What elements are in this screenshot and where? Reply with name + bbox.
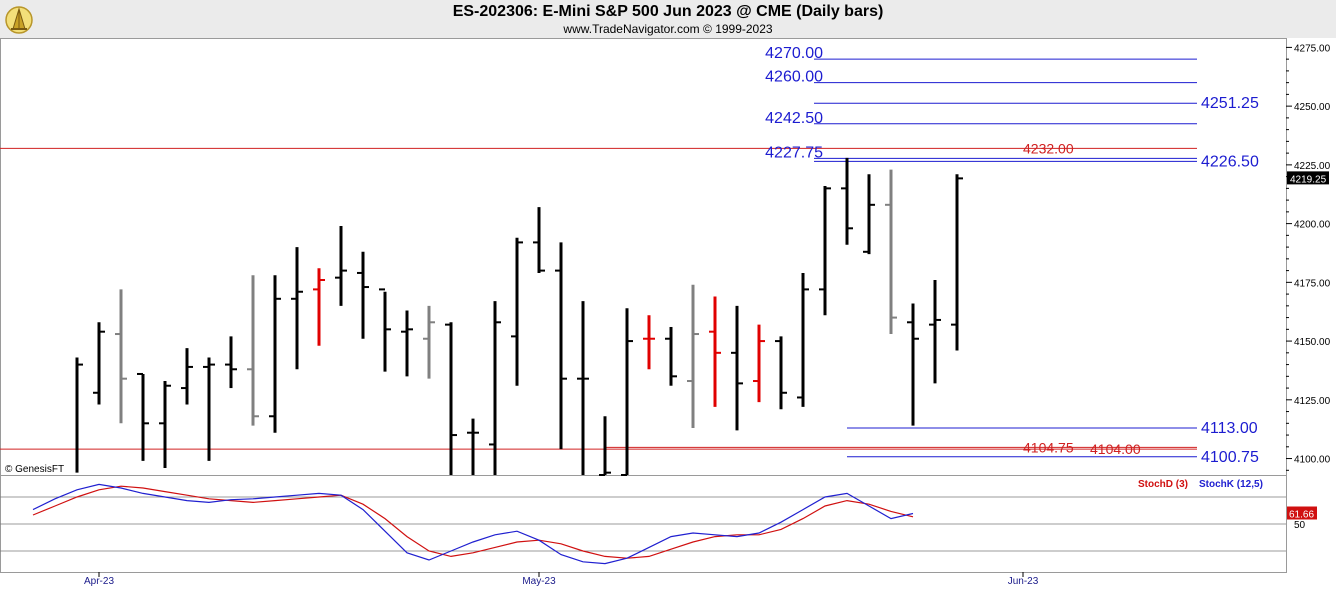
stoch-last-box xyxy=(1287,506,1317,520)
level-label: 4242.50 xyxy=(765,110,823,127)
stochd-line xyxy=(32,485,914,559)
level-label: 4104.00 xyxy=(1090,441,1141,457)
x-tick-label: May-23 xyxy=(522,576,556,587)
last-price-label: 4219.25 xyxy=(1290,174,1327,185)
level-label: 4104.75 xyxy=(1023,439,1074,455)
trade-navigator-logo-icon xyxy=(3,3,35,35)
y-axis-area xyxy=(1287,38,1336,573)
chart-subtitle: www.TradeNavigator.com © 1999-2023 xyxy=(563,22,773,36)
chart-axes: 4275.00 4250.00 4225.00 4200.00 4175.00 4150.… xyxy=(0,38,1336,587)
y-tick-label: 4100.00 xyxy=(1294,455,1331,466)
chart-header: ES-202306: E-Mini S&P 500 Jun 2023 @ CME… xyxy=(0,0,1336,38)
level-label: 4270.00 xyxy=(765,45,823,62)
level-label: 4100.75 xyxy=(1201,449,1259,466)
y-tick-label: 4250.00 xyxy=(1294,102,1331,113)
stoch-last-label: 61.66 xyxy=(1289,510,1314,521)
genesis-watermark: © GenesisFT xyxy=(5,464,64,475)
stochastic-panel: 50 StochD (3) StochK (12,5) 61.66 xyxy=(0,479,1317,565)
stochd-legend: StochD (3) xyxy=(1138,479,1188,490)
y-tick-label: 4175.00 xyxy=(1294,278,1331,289)
plot-frame xyxy=(0,38,1287,573)
y-tick-label: 4225.00 xyxy=(1294,161,1331,172)
y-tick-label: 4200.00 xyxy=(1294,220,1331,231)
stoch-y-tick-label: 50 xyxy=(1294,520,1306,531)
stochk-legend: StochK (12,5) xyxy=(1199,479,1263,490)
level-label: 4260.00 xyxy=(765,69,823,86)
level-label: 4226.50 xyxy=(1201,153,1259,170)
y-tick-label: 4275.00 xyxy=(1294,43,1331,54)
level-label: 4227.75 xyxy=(765,144,823,161)
x-tick-label: Apr-23 xyxy=(84,576,114,587)
price-bars xyxy=(75,157,963,476)
y-tick-label: 4125.00 xyxy=(1294,396,1331,407)
stochk-line xyxy=(32,483,914,565)
last-price-box xyxy=(1287,171,1329,185)
price-levels: 4270.00 4260.00 4251.25 4242.50 4232.00 4227.… xyxy=(0,45,1259,466)
chart-title: ES-202306: E-Mini S&P 500 Jun 2023 @ CME… xyxy=(452,3,884,20)
x-tick-label: Jun-23 xyxy=(1008,576,1039,587)
level-label: 4113.00 xyxy=(1201,420,1258,437)
level-label: 4251.25 xyxy=(1201,95,1259,112)
level-label: 4232.00 xyxy=(1023,140,1074,156)
y-tick-label: 4150.00 xyxy=(1294,337,1331,348)
